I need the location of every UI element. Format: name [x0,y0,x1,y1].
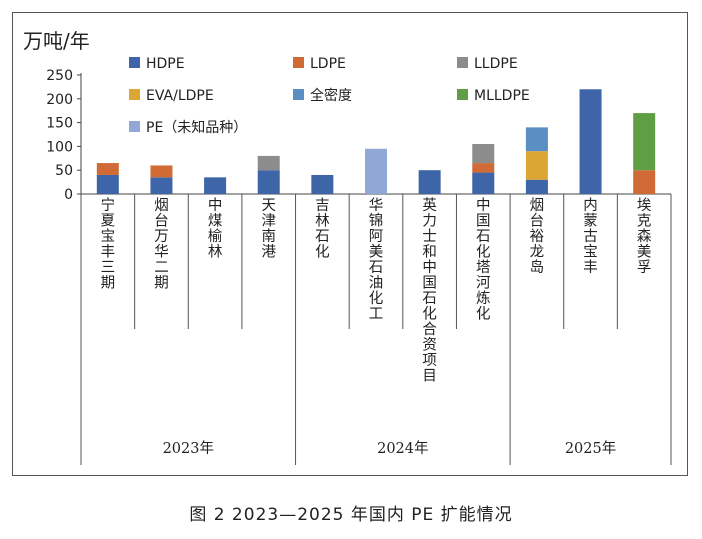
bar-segment [472,144,495,164]
legend-label: LLDPE [474,56,518,72]
group-label: 2025年 [565,440,616,457]
category-label: 烟台万华二期 [154,197,169,292]
category-label: 英力士和中国石化合资项目 [422,196,437,385]
bar-segment [579,89,602,194]
category-label: 华锦阿美石油化工 [369,197,384,323]
bar-segment [257,155,280,171]
legend-label: HDPE [146,56,185,72]
legend-swatch [129,57,140,68]
legend-label: 全密度 [310,87,352,104]
y-axis-label: 万吨/年 [23,29,90,53]
legend-swatch [129,89,140,100]
y-tick-label: 100 [46,139,73,155]
category-label: 埃克森美孚 [637,197,652,276]
bar-segment [472,163,495,173]
legend-swatch [457,89,468,100]
legend-label: PE（未知品种） [146,119,247,136]
category-label: 吉林石化 [315,197,330,261]
legend-swatch [293,57,304,68]
legend-label: LDPE [310,56,346,72]
bar-segment [96,163,119,175]
legend-swatch [457,57,468,68]
bar-segment [633,170,656,194]
legend-label: EVA/LDPE [146,88,214,104]
category-label: 中国石化塔河炼化 [476,197,491,323]
legend-label: MLLDPE [474,88,530,104]
y-tick-label: 200 [46,92,73,108]
legend-swatch [129,121,140,132]
category-label: 烟台裕龙岛 [530,197,545,276]
bar-segment [525,127,548,152]
y-tick-label: 150 [46,116,73,132]
bar-segment [150,177,173,194]
bar-segment [96,174,119,194]
bar-segment [472,172,495,194]
chart-frame: 万吨/年 0 50 100 150 200 250 宁夏宝丰三期 烟台万华二期 中煤榆林 天津南港 吉… [12,12,688,476]
bar-segment [525,151,548,180]
bar-segment [150,165,173,178]
bar-segment [204,177,227,194]
y-tick-label: 0 [64,187,73,203]
y-tick-label: 250 [46,68,73,84]
bar-segment [257,170,280,194]
legend-swatch [293,89,304,100]
bar-segment [525,179,548,194]
category-label: 内蒙古宝丰 [583,197,598,276]
bar-segment [633,113,656,171]
y-tick-label: 50 [55,163,73,179]
group-label: 2023年 [163,440,214,457]
pe-capacity-chart: 万吨/年 0 50 100 150 200 250 宁夏宝丰三期 烟台万华二期 中煤榆林 天津南港 吉… [23,29,672,465]
bar-segment [365,148,387,194]
bar-segment [418,170,441,194]
group-label: 2024年 [377,440,428,457]
category-label: 中煤榆林 [208,197,223,261]
figure-caption: 图 2 2023—2025 年国内 PE 扩能情况 [189,505,513,525]
bar-segment [311,174,334,194]
category-label: 宁夏宝丰三期 [101,197,116,292]
category-label: 天津南港 [261,198,276,261]
